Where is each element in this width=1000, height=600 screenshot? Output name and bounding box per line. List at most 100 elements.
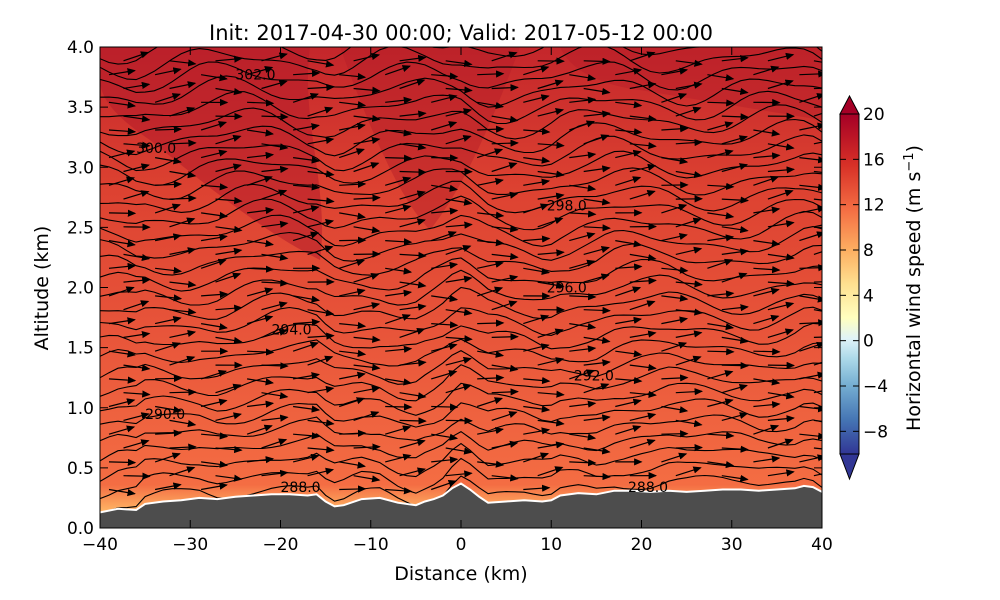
wind-vector xyxy=(339,72,367,81)
wind-vector xyxy=(261,113,289,121)
wind-vector xyxy=(799,341,822,352)
wind-vector xyxy=(353,411,380,421)
wind-vector xyxy=(721,196,749,204)
contour-label: 300.0 xyxy=(136,141,176,157)
colorbar-tick-label: 20 xyxy=(863,105,885,125)
wind-vector xyxy=(201,74,228,82)
wind-vector xyxy=(215,225,243,233)
wind-vector xyxy=(339,429,367,437)
contour-line xyxy=(100,61,822,93)
wind-vector xyxy=(353,53,381,62)
wind-vector xyxy=(523,427,551,435)
wind-vector xyxy=(431,295,459,303)
y-tick-label: 3.5 xyxy=(67,98,94,118)
wind-vector xyxy=(431,343,458,352)
wind-vector xyxy=(583,383,610,394)
x-tick-label: 0 xyxy=(456,535,467,555)
wind-vector xyxy=(675,355,702,366)
wind-vector xyxy=(813,473,822,477)
wind-vector xyxy=(675,106,702,117)
x-tick-label: −20 xyxy=(263,535,299,555)
wind-vector xyxy=(261,52,288,62)
wind-vector xyxy=(339,321,367,330)
wind-vector xyxy=(169,443,197,451)
wind-vector xyxy=(154,482,182,491)
wind-vector xyxy=(767,415,795,423)
wind-vector xyxy=(675,419,703,428)
contour-line xyxy=(100,257,822,292)
wind-vector xyxy=(154,93,181,103)
wind-vector xyxy=(307,170,335,178)
contour-label: 292.0 xyxy=(574,368,614,384)
wind-vector xyxy=(813,361,822,366)
wind-vector xyxy=(169,280,197,288)
wind-vector xyxy=(675,466,702,477)
wind-vector xyxy=(123,331,151,339)
wind-vector xyxy=(431,72,459,80)
wind-vector xyxy=(707,234,735,242)
wind-vector xyxy=(707,258,734,269)
wind-vector xyxy=(813,447,822,450)
wind-vector xyxy=(799,432,822,440)
wind-vector xyxy=(767,301,795,311)
wind-vector xyxy=(583,110,611,118)
wind-vector xyxy=(307,309,335,317)
colorbar-label: Horizontal wind speed (m s−1) xyxy=(902,145,926,431)
wind-vector xyxy=(477,101,505,110)
wind-vector xyxy=(477,350,505,358)
wind-vector xyxy=(569,184,597,192)
contour-label: 288.0 xyxy=(281,480,321,496)
wind-vector xyxy=(292,205,320,214)
wind-vector xyxy=(385,289,413,297)
wind-vector xyxy=(537,357,565,366)
wind-vector xyxy=(537,390,565,398)
wind-vector xyxy=(339,397,366,408)
wind-vector xyxy=(753,152,781,160)
wind-vector xyxy=(123,141,151,149)
wind-vector xyxy=(491,162,518,173)
wind-vector xyxy=(261,143,289,151)
wind-vector xyxy=(108,488,136,497)
wind-vector xyxy=(169,329,197,338)
wind-vector xyxy=(108,398,136,408)
wind-vector xyxy=(431,261,459,269)
wind-vector xyxy=(477,319,505,327)
wind-vector xyxy=(307,419,335,427)
wind-vector xyxy=(339,259,366,269)
wind-vector xyxy=(431,121,458,131)
wind-vector xyxy=(675,246,703,255)
wind-vector xyxy=(707,431,735,440)
wind-vector xyxy=(675,138,703,147)
wind-vector xyxy=(707,74,735,82)
wind-vector xyxy=(108,425,136,435)
wind-vector xyxy=(813,170,822,173)
wind-vector xyxy=(767,220,795,228)
contour-label: 302.0 xyxy=(235,68,275,84)
wind-vector xyxy=(799,454,822,463)
wind-vector xyxy=(569,459,597,467)
wind-vector xyxy=(629,300,656,311)
wind-vector xyxy=(707,149,734,159)
wind-vector xyxy=(215,247,243,255)
contour-label: 294.0 xyxy=(272,323,312,339)
wind-vector xyxy=(629,114,657,123)
y-tick-label: 3.0 xyxy=(67,158,94,178)
wind-vector xyxy=(353,385,381,394)
wind-vector xyxy=(445,221,473,229)
wind-vector xyxy=(247,400,275,408)
contour-label: 296.0 xyxy=(547,281,587,297)
wind-vector xyxy=(292,231,320,242)
contour-line xyxy=(100,90,822,125)
wind-vector xyxy=(108,209,137,217)
wind-vector xyxy=(215,446,243,454)
wind-vector xyxy=(523,267,551,275)
wind-vector xyxy=(155,429,183,437)
wind-vector xyxy=(247,129,274,137)
wind-vector xyxy=(108,458,137,467)
wind-vector xyxy=(615,67,643,76)
wind-vector xyxy=(661,374,689,382)
wind-vector xyxy=(523,178,551,186)
y-axis-label: Altitude (km) xyxy=(31,226,53,351)
wind-vector xyxy=(537,79,564,90)
wind-vector xyxy=(583,224,611,232)
